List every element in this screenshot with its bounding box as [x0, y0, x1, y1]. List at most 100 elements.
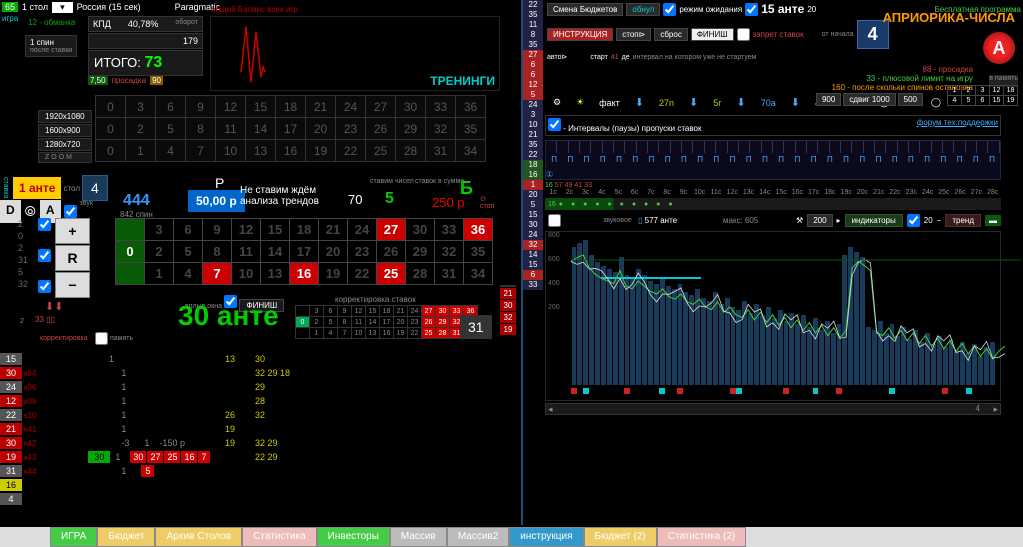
trend-button[interactable]: тренд	[945, 214, 981, 227]
interval-checkbox[interactable]	[548, 118, 561, 131]
tab-статистика (2)[interactable]: Статистика (2)	[657, 527, 747, 547]
green-5: 5	[385, 190, 394, 208]
gear-icon[interactable]: ⚙	[553, 97, 561, 108]
region-label: Россия (15 сек)	[77, 2, 141, 12]
r-button[interactable]: R	[55, 245, 90, 271]
history-list: 151301330к04132 29 1824к0612912к0812822к…	[0, 352, 523, 506]
main-chart: 800600 400200	[545, 231, 1001, 401]
itogo-value: 73	[144, 54, 162, 71]
roulette-grid: 3691215182124273033360258111417202326293…	[115, 218, 493, 285]
ante-badge: 1 анте	[13, 177, 61, 199]
control-buttons: + R −	[55, 218, 90, 299]
wait-checkbox[interactable]	[663, 3, 676, 16]
training-label: ТРЕНИНГИ	[430, 74, 495, 88]
red-250: 250 р	[432, 195, 465, 210]
memory-grid: 12312184561519	[947, 85, 1018, 106]
chk-2[interactable]	[38, 249, 51, 262]
chart-svg	[231, 22, 281, 92]
game-info: 12 - обманка	[28, 18, 75, 27]
plus-button[interactable]: +	[55, 218, 90, 244]
chart-trend-line	[571, 240, 871, 385]
table-dropdown[interactable]: ▾	[52, 2, 73, 13]
spin-444: 444 842 спин	[120, 192, 153, 219]
hammer-icon[interactable]: ⚒	[796, 216, 803, 225]
obnul-button[interactable]: обнул	[626, 3, 660, 16]
obmanka-label: 12 - обманка	[28, 18, 75, 27]
stop-button[interactable]: стоп⊳	[616, 28, 651, 41]
apriorika-title: АПРИОРИКА-ЧИСЛА	[883, 10, 1015, 25]
left-panel: 65 1 стол ▾ Россия (15 сек) Paragmatic 1…	[0, 0, 523, 525]
down-arrow-icon[interactable]: ⬇⬇	[45, 300, 63, 313]
scroll-bar[interactable]: 4 ◂ ▸	[545, 403, 1001, 415]
ante-row: ставка 1 анте стол 4	[0, 175, 108, 201]
res-1600[interactable]: 1600x900	[38, 124, 92, 137]
timeline-labels: 1c2c3c4c5c6c7c8c9c10c11c12c13c14c15c16c1…	[545, 189, 1001, 196]
tab-инструкция[interactable]: инструкция	[509, 527, 583, 547]
correction-label: корректировка ставок	[335, 295, 416, 304]
arrow-down-icon: ⬇	[635, 96, 644, 109]
tab-бюджет (2)[interactable]: Бюджет (2)	[584, 527, 657, 547]
tab-статистика[interactable]: Статистика	[242, 527, 317, 547]
res-1280[interactable]: 1280x720	[38, 138, 92, 151]
stats-box: КПД 40,78% оборот 179 ИТОГО: 73 7,50 про…	[88, 16, 203, 85]
right-num-column: 2235118352766125243102135221816120515302…	[523, 0, 543, 290]
tab-игра[interactable]: ИГРА	[50, 527, 97, 547]
right-panel: 2235118352766125243102135221816120515302…	[523, 0, 1023, 525]
p-label: Р	[215, 175, 224, 191]
resolution-list: 1920x1080 1600x900 1280x720 ZOOM	[38, 110, 92, 164]
chk-3[interactable]	[38, 280, 51, 293]
tab-бюджет[interactable]: Бюджет	[97, 527, 155, 547]
number-grid-top: 0369121518212427303336025811141720232629…	[95, 95, 486, 162]
ante-checkbox[interactable]	[745, 3, 758, 16]
corr-checkbox[interactable]	[95, 332, 108, 345]
tab-массив2[interactable]: Массив2	[447, 527, 509, 547]
minus-icon[interactable]: −	[937, 216, 942, 225]
balance-chart: общий Баланс всех игр ТРЕНИНГИ	[210, 16, 500, 91]
correction-grid: 3691215182124273033360258111417202326293…	[295, 305, 478, 339]
igra-label: игра	[2, 14, 18, 23]
tab-массив[interactable]: Массив	[390, 527, 447, 547]
stop-label[interactable]: ⊙стоп	[480, 195, 494, 210]
num-31: 31	[460, 315, 492, 339]
chart-bottom-marks	[571, 388, 995, 398]
limit-stat: 33 - плюсовой лимит на игру	[553, 74, 973, 83]
interval-box: - Интервалы (паузы) пропуски ставок фору…	[545, 115, 1001, 136]
budget-button[interactable]: Смена Бюджетов	[547, 3, 623, 16]
chk-1[interactable]	[38, 218, 51, 231]
zapret-checkbox[interactable]	[737, 28, 750, 41]
ind-checkbox[interactable]	[548, 214, 561, 227]
green-box-icon[interactable]: ▬	[985, 215, 1001, 226]
timeline: ПППППППППППППППППППППППППППП ①	[545, 140, 1001, 180]
bottom-tabs: ИГРАБюджетАрхив СтоловСтатистикаИнвестор…	[0, 527, 1023, 547]
checkbox-column	[38, 218, 51, 311]
tab-архив столов[interactable]: Архив Столов	[155, 527, 242, 547]
bet-amount[interactable]: 50,00 р	[188, 190, 245, 212]
spins-stat: 160 - после скольки спинов остановка	[553, 83, 973, 92]
spin-box: 1 спин после ставки	[25, 35, 77, 57]
green-bar: 16 ● ● ● ● ● ● ● ● ● ●	[545, 198, 1001, 210]
instruction-button[interactable]: ИНСТРУКЦИЯ	[547, 28, 613, 41]
table-label: 1 стол	[22, 2, 48, 12]
chart-y-axis: 800600 400200	[548, 232, 560, 328]
ante-15: 15 анте	[761, 2, 804, 16]
ante-30: 30 анте	[178, 300, 279, 332]
small-right-nums: 2130 3219	[500, 285, 516, 336]
timeline-nums: 16 57 49 41 33	[545, 182, 1001, 189]
side-numbers: 20 231 532	[18, 218, 28, 290]
table-count: 65	[2, 2, 18, 12]
indicators-button[interactable]: индикаторы	[845, 214, 903, 227]
forum-link[interactable]: форум тех.поддержки	[917, 118, 998, 127]
res-1920[interactable]: 1920x1080	[38, 110, 92, 123]
red-circle-icon[interactable]: A	[983, 32, 1015, 64]
minus-button[interactable]: −	[55, 272, 90, 298]
indicators-row: звуковое ▯ 577 анте макс: 605 ⚒ 200 ▸ ин…	[523, 212, 1023, 229]
sun-icon[interactable]: ☀	[576, 97, 584, 108]
num-70: 70	[348, 192, 362, 207]
play-icon[interactable]: ▸	[837, 216, 841, 225]
finish-button-r[interactable]: ФИНИШ	[691, 28, 734, 41]
wait-text: Не ставим ждём анализа трендов	[240, 185, 340, 207]
reset-button[interactable]: сброс	[654, 28, 687, 41]
tab-инвесторы[interactable]: Инвесторы	[317, 527, 390, 547]
table-num: 4	[82, 175, 108, 201]
prosadka-stat: 88 - просадка	[553, 65, 973, 74]
